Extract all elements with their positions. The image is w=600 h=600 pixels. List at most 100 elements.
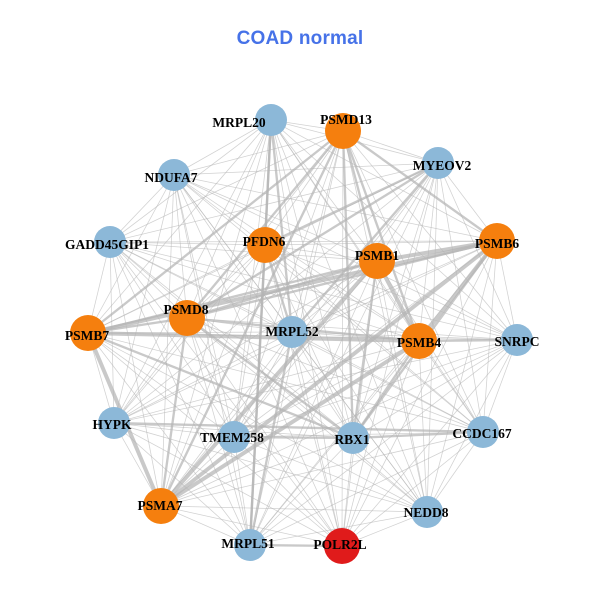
- edge-RBX1-PSMA7: [160, 437, 354, 507]
- node-PSMB1[interactable]: [359, 243, 395, 279]
- edge-CCDC167-MRPL51: [249, 431, 484, 546]
- edge-GADD45GIP1-PSMB6: [109, 240, 498, 243]
- edge-NDUFA7-PSMB1: [173, 174, 378, 262]
- edge-PSMD13-PSMB6: [342, 130, 498, 242]
- edge-NDUFA7-PSMA7: [160, 174, 175, 507]
- edge-MRPL52-MRPL51: [248, 331, 294, 546]
- edge-NDUFA7-SNRPC: [173, 174, 518, 341]
- edge-PSMD13-MRPL52: [291, 130, 344, 333]
- edge-PSMB6-NEDD8: [426, 240, 498, 513]
- edge-PFDN6-RBX1: [264, 244, 354, 439]
- node-PSMB6[interactable]: [479, 223, 515, 259]
- node-SNRPC[interactable]: [501, 324, 533, 356]
- edge-MRPL20-PSMB7: [87, 119, 272, 334]
- edge-SNRPC-RBX1: [352, 339, 518, 439]
- edge-PSMD8-NEDD8: [186, 317, 428, 513]
- edge-TMEM258-NEDD8: [233, 436, 428, 513]
- edge-HYPK-CCDC167: [113, 421, 484, 434]
- nodes-layer: [70, 104, 533, 564]
- edge-PSMD13-HYPK: [113, 130, 344, 424]
- edge-PSMB1-SNRPC: [376, 260, 518, 341]
- edge-SNRPC-POLR2L: [341, 339, 518, 547]
- labels-layer: MRPL20 PSMD13 MYEOV2 NDUFA7 GADD45GIP1 PFDN6 P…: [65, 112, 540, 552]
- edge-TMEM258-MRPL51: [233, 436, 251, 546]
- node-label-HYPK: HYPK: [93, 417, 132, 432]
- edges-layer: [86, 119, 518, 548]
- edge-PSMB4-RBX1: [352, 340, 420, 439]
- node-NEDD8[interactable]: [411, 496, 443, 528]
- edge-NDUFA7-RBX1: [173, 174, 354, 439]
- edge-PSMB4-PSMA7: [159, 339, 421, 508]
- node-label-PSMB4: PSMB4: [397, 335, 442, 350]
- node-label-PSMD8: PSMD8: [164, 302, 209, 317]
- node-label-POLR2L: POLR2L: [313, 537, 366, 552]
- node-CCDC167[interactable]: [467, 416, 499, 448]
- edge-GADD45GIP1-PSMB1: [109, 241, 378, 262]
- edge-MYEOV2-PSMB1: [376, 162, 439, 262]
- edge-MYEOV2-PSMD8: [186, 162, 439, 319]
- edge-MYEOV2-MRPL51: [249, 162, 439, 546]
- edge-MYEOV2-SNRPC: [437, 162, 518, 341]
- edge-PSMB7-RBX1: [87, 331, 354, 440]
- node-MYEOV2[interactable]: [422, 147, 454, 179]
- edge-SNRPC-HYPK: [113, 339, 518, 424]
- edge-PFDN6-PSMA7: [160, 244, 266, 507]
- edge-PSMB6-PSMA7: [159, 239, 499, 508]
- node-NDUFA7[interactable]: [158, 159, 190, 191]
- edge-PSMD13-PSMB4: [341, 130, 421, 342]
- node-PSMD13[interactable]: [325, 113, 361, 149]
- node-TMEM258[interactable]: [218, 421, 250, 453]
- node-label-SNRPC: SNRPC: [494, 334, 539, 349]
- node-MRPL51[interactable]: [234, 529, 266, 561]
- node-MRPL20[interactable]: [255, 104, 287, 136]
- node-GADD45GIP1[interactable]: [94, 226, 126, 258]
- edge-MRPL52-RBX1: [291, 331, 354, 439]
- node-PSMB4[interactable]: [401, 323, 437, 359]
- edge-PFDN6-PSMB1: [264, 244, 378, 262]
- node-label-PSMB7: PSMB7: [65, 328, 110, 343]
- node-PSMB7[interactable]: [70, 315, 106, 351]
- edge-NDUFA7-HYPK: [113, 174, 175, 424]
- edge-PSMB7-PSMB4: [87, 331, 420, 343]
- node-label-PSMB6: PSMB6: [475, 236, 520, 251]
- node-HYPK[interactable]: [98, 407, 130, 439]
- edge-MYEOV2-NDUFA7: [173, 162, 439, 176]
- edge-MRPL52-POLR2L: [291, 331, 343, 547]
- node-POLR2L[interactable]: [324, 528, 360, 564]
- edge-NDUFA7-PFDN6: [173, 174, 266, 246]
- edge-RBX1-CCDC167: [352, 430, 484, 440]
- edge-MRPL52-PSMA7: [160, 331, 293, 507]
- node-label-GADD45GIP1: GADD45GIP1: [65, 237, 149, 252]
- edge-MRPL52-HYPK: [113, 331, 293, 424]
- edge-PSMD13-GADD45GIP1: [109, 130, 344, 243]
- edge-MYEOV2-HYPK: [113, 162, 439, 424]
- node-RBX1[interactable]: [337, 422, 369, 454]
- edge-HYPK-POLR2L: [113, 422, 343, 547]
- edge-PSMB1-PSMA7: [159, 259, 379, 508]
- edge-RBX1-POLR2L: [341, 437, 354, 547]
- node-label-CCDC167: CCDC167: [452, 426, 511, 441]
- edge-PSMD13-NDUFA7: [173, 130, 344, 176]
- edge-PSMB4-NEDD8: [418, 340, 428, 513]
- node-label-NDUFA7: NDUFA7: [145, 170, 198, 185]
- node-label-PSMD13: PSMD13: [320, 112, 372, 127]
- node-PSMA7[interactable]: [143, 488, 179, 524]
- node-MRPL52[interactable]: [276, 316, 308, 348]
- edge-PSMD13-PSMB7: [87, 130, 344, 334]
- edge-GADD45GIP1-PSMA7: [109, 241, 162, 507]
- edge-TMEM258-POLR2L: [233, 436, 343, 547]
- edge-MYEOV2-GADD45GIP1: [109, 162, 439, 243]
- edge-PSMB1-POLR2L: [341, 260, 378, 547]
- edge-PSMB7-POLR2L: [87, 332, 343, 547]
- edge-NDUFA7-PSMB7: [87, 174, 175, 334]
- edge-PSMD13-PFDN6: [264, 130, 344, 246]
- node-label-PSMB1: PSMB1: [355, 248, 400, 263]
- edge-HYPK-TMEM258: [113, 422, 235, 438]
- node-label-NEDD8: NEDD8: [403, 505, 448, 520]
- edge-NDUFA7-POLR2L: [173, 174, 343, 547]
- edge-PSMB6-PSMB7: [87, 239, 498, 335]
- node-PFDN6[interactable]: [247, 227, 283, 263]
- node-PSMD8[interactable]: [169, 300, 205, 336]
